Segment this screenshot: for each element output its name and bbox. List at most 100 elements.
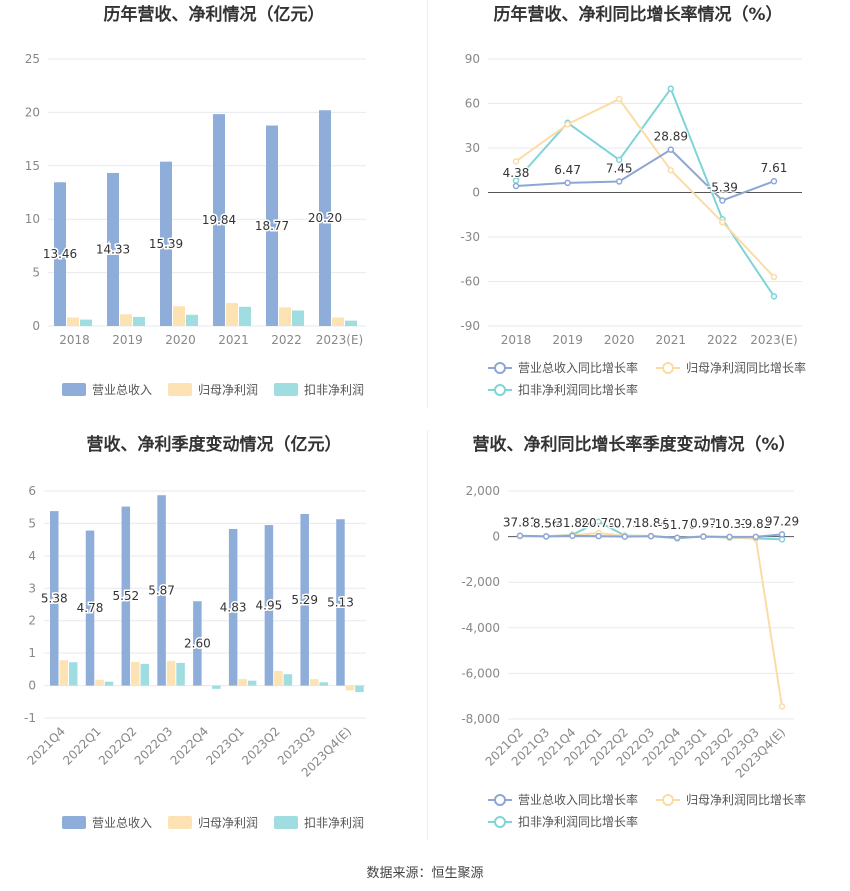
x-tick-label: 2022Q3 (132, 724, 176, 768)
bar-value-label: 4.78 (77, 601, 104, 615)
legend-label: 营业总收入同比增长率 (518, 360, 638, 375)
bar-net-profit (238, 679, 247, 686)
legend-label: 扣非净利润 (304, 383, 364, 397)
point-value-label: 7.45 (606, 161, 633, 175)
legend-label: 营业总收入 (92, 816, 152, 830)
point-value-label: 18.84 (634, 516, 668, 530)
bar-net-profit (95, 679, 104, 686)
x-tick-label: 2023(E) (750, 333, 797, 347)
y-tick-label: 0 (472, 186, 480, 200)
bar-net-profit (345, 685, 355, 691)
x-tick-label: 2019 (112, 333, 143, 347)
y-tick-label: 90 (465, 52, 480, 66)
bar-value-label: 15.39 (149, 237, 183, 251)
series-point (770, 293, 778, 300)
point-value-label: 37.81 (503, 516, 537, 530)
series-point (615, 95, 623, 103)
bar-deducted-profit (212, 685, 221, 689)
bar-deducted-profit (133, 316, 145, 326)
y-tick-label: 25 (25, 52, 40, 66)
series-point (778, 531, 786, 538)
bar-value-label: 5.29 (291, 593, 318, 607)
bar-net-profit (131, 661, 140, 686)
series-point (778, 703, 786, 710)
series-point (542, 533, 550, 540)
bar-deducted-profit (247, 680, 257, 686)
bar-deducted-profit (140, 663, 150, 686)
legend-label: 归母净利润同比增长率 (686, 360, 806, 375)
point-value-label: 28.89 (654, 130, 688, 144)
bar-net-profit (226, 303, 238, 326)
series-point (719, 197, 726, 204)
bar-net-profit (120, 314, 132, 326)
point-value-label: 0.97 (690, 517, 717, 531)
legend-label: 归母净利润同比增长率 (686, 792, 806, 807)
x-tick-label: 2020 (165, 333, 196, 347)
bar-value-label: 14.33 (96, 242, 130, 256)
bar-net-profit (202, 685, 212, 687)
y-tick-label: -60 (460, 275, 480, 289)
annual-revenue-profit-chart: 历年营收、净利情况（亿元） 0 5 10 15 20 25 13.46 2018 14.33 201… (25, 4, 366, 397)
chart-title: 营收、净利季度变动情况（亿元） (87, 434, 342, 455)
x-tick-label: 2022Q1 (60, 724, 104, 768)
y-tick-label: 4 (28, 549, 36, 563)
bar-deducted-profit (69, 662, 78, 686)
series-point (667, 167, 675, 174)
bar-revenue (160, 161, 172, 326)
x-tick-label: 2020 (604, 333, 635, 347)
y-tick-label: 20 (25, 105, 40, 119)
series-point (667, 85, 675, 92)
legend-swatch (274, 383, 298, 396)
x-tick-label: 2023Q2 (239, 724, 283, 768)
series-point (621, 533, 629, 540)
point-value-label: 4.38 (503, 166, 530, 180)
bar-value-label: 20.20 (308, 211, 342, 225)
bar-revenue (107, 172, 119, 326)
legend-label: 扣非净利润同比增长率 (518, 382, 638, 397)
y-tick-label: 10 (25, 212, 40, 226)
bar-revenue (228, 528, 238, 686)
bar-deducted-profit (319, 682, 328, 686)
bar-deducted-profit (104, 681, 114, 686)
point-value-label: -10.33 (710, 517, 749, 531)
y-tick-label: -6,000 (461, 666, 500, 680)
bar-deducted-profit (283, 674, 293, 686)
bar-net-profit (173, 306, 185, 326)
bar-revenue (264, 525, 274, 686)
y-tick-label: 6 (28, 484, 36, 498)
chart-title: 历年营收、净利情况（亿元） (104, 4, 325, 25)
bar-revenue (336, 519, 345, 686)
bar-value-label: 18.77 (255, 219, 289, 233)
y-tick-label: -2,000 (461, 575, 500, 589)
y-tick-label: 5 (28, 516, 36, 530)
bar-deducted-profit (176, 662, 185, 686)
series-point (770, 177, 778, 185)
vertical-divider-top (427, 0, 428, 408)
y-tick-label: 3 (28, 581, 36, 595)
series-point (564, 121, 571, 128)
point-value-label: -9.82 (740, 517, 771, 531)
legend-marker (662, 794, 674, 806)
x-tick-label: 2021Q4 (24, 724, 68, 768)
bar-value-label: 13.46 (43, 247, 77, 261)
y-tick-label: 0 (492, 530, 500, 544)
bar-revenue (157, 495, 166, 686)
series-point (719, 218, 726, 226)
series-point (595, 532, 602, 540)
point-value-label: -5.39 (707, 180, 738, 194)
vertical-divider-bottom (427, 430, 428, 840)
legend-label: 营业总收入 (92, 383, 152, 397)
legend-swatch (168, 816, 192, 829)
y-tick-label: -90 (460, 319, 480, 333)
series-point (726, 533, 733, 541)
point-value-label: 31.86 (555, 516, 589, 530)
bar-value-label: 5.13 (327, 595, 354, 609)
point-value-label: 20.79 (581, 516, 615, 530)
y-tick-label: 60 (465, 97, 480, 111)
series-point (512, 182, 520, 190)
legend-swatch (62, 816, 86, 829)
bar-revenue (193, 601, 202, 686)
series-line-revenue (515, 148, 775, 202)
bar-revenue (50, 511, 59, 686)
point-value-label: 97.29 (765, 514, 799, 528)
